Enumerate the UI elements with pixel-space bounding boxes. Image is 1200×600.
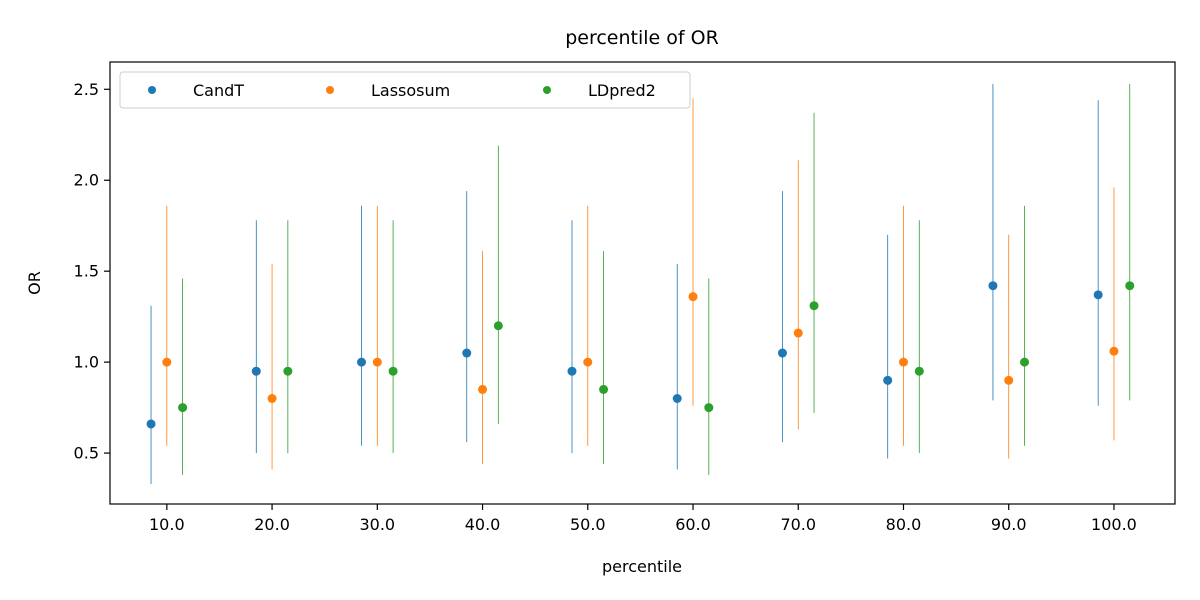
data-point [988, 281, 998, 291]
x-axis: 10.0 20.0 30.0 40.0 50.0 60.0 70.0 80.0 90.0 100.… [149, 504, 1137, 534]
data-point [357, 357, 367, 367]
legend-label-ldpred2: LDpred2 [588, 81, 656, 100]
chart-title: percentile of OR [565, 27, 719, 49]
y-axis-title: OR [25, 271, 44, 295]
data-point [704, 403, 714, 413]
y-tick-label: 1.0 [74, 353, 99, 372]
data-point [267, 394, 277, 404]
legend-marker-candt [148, 86, 156, 94]
data-point [146, 419, 156, 429]
legend-marker-lassosum [326, 86, 334, 94]
data-point [1109, 346, 1119, 356]
data-point [898, 357, 908, 367]
data-point [1004, 375, 1014, 385]
y-tick-label: 0.5 [74, 444, 99, 463]
x-tick-label: 20.0 [254, 515, 290, 534]
data-point [1020, 357, 1030, 367]
data-point [777, 348, 787, 358]
legend-marker-ldpred2 [543, 86, 551, 94]
data-point [283, 366, 293, 376]
x-tick-label: 10.0 [149, 515, 185, 534]
data-point [1093, 290, 1103, 300]
data-point [162, 357, 172, 367]
data-point [251, 366, 261, 376]
x-tick-label: 50.0 [570, 515, 606, 534]
data-point [883, 375, 893, 385]
x-tick-label: 90.0 [991, 515, 1027, 534]
plot-area [146, 83, 1135, 484]
y-tick-label: 2.0 [74, 171, 99, 190]
legend-box [119, 71, 691, 109]
y-tick-label: 1.5 [74, 262, 99, 281]
data-point [567, 366, 577, 376]
plot-frame [109, 61, 1176, 505]
data-point [914, 366, 924, 376]
x-tick-label: 100.0 [1091, 515, 1137, 534]
x-tick-label: 30.0 [359, 515, 395, 534]
data-point [599, 384, 609, 394]
x-tick-label: 70.0 [780, 515, 816, 534]
legend: CandT Lassosum LDpred2 [119, 71, 691, 109]
data-point [793, 328, 803, 338]
data-point [178, 403, 188, 413]
data-point [672, 394, 682, 404]
data-point [493, 321, 503, 331]
legend-label-candt: CandT [193, 81, 244, 100]
series-ldpred2 [178, 83, 1135, 475]
x-tick-label: 80.0 [886, 515, 922, 534]
series-candt [146, 83, 1103, 484]
data-point [1125, 281, 1135, 291]
series-lassosum [162, 98, 1119, 470]
legend-label-lassosum: Lassosum [371, 81, 450, 100]
data-point [809, 301, 819, 311]
data-point [688, 292, 698, 302]
x-axis-title: percentile [602, 557, 682, 576]
x-tick-label: 60.0 [675, 515, 711, 534]
y-tick-label: 2.5 [74, 80, 99, 99]
x-tick-label: 40.0 [465, 515, 501, 534]
data-point [583, 357, 593, 367]
y-axis: 0.5 1.0 1.5 2.0 2.5 [74, 80, 110, 463]
data-point [372, 357, 382, 367]
data-point [462, 348, 472, 358]
data-point [478, 384, 488, 394]
data-point [388, 366, 398, 376]
